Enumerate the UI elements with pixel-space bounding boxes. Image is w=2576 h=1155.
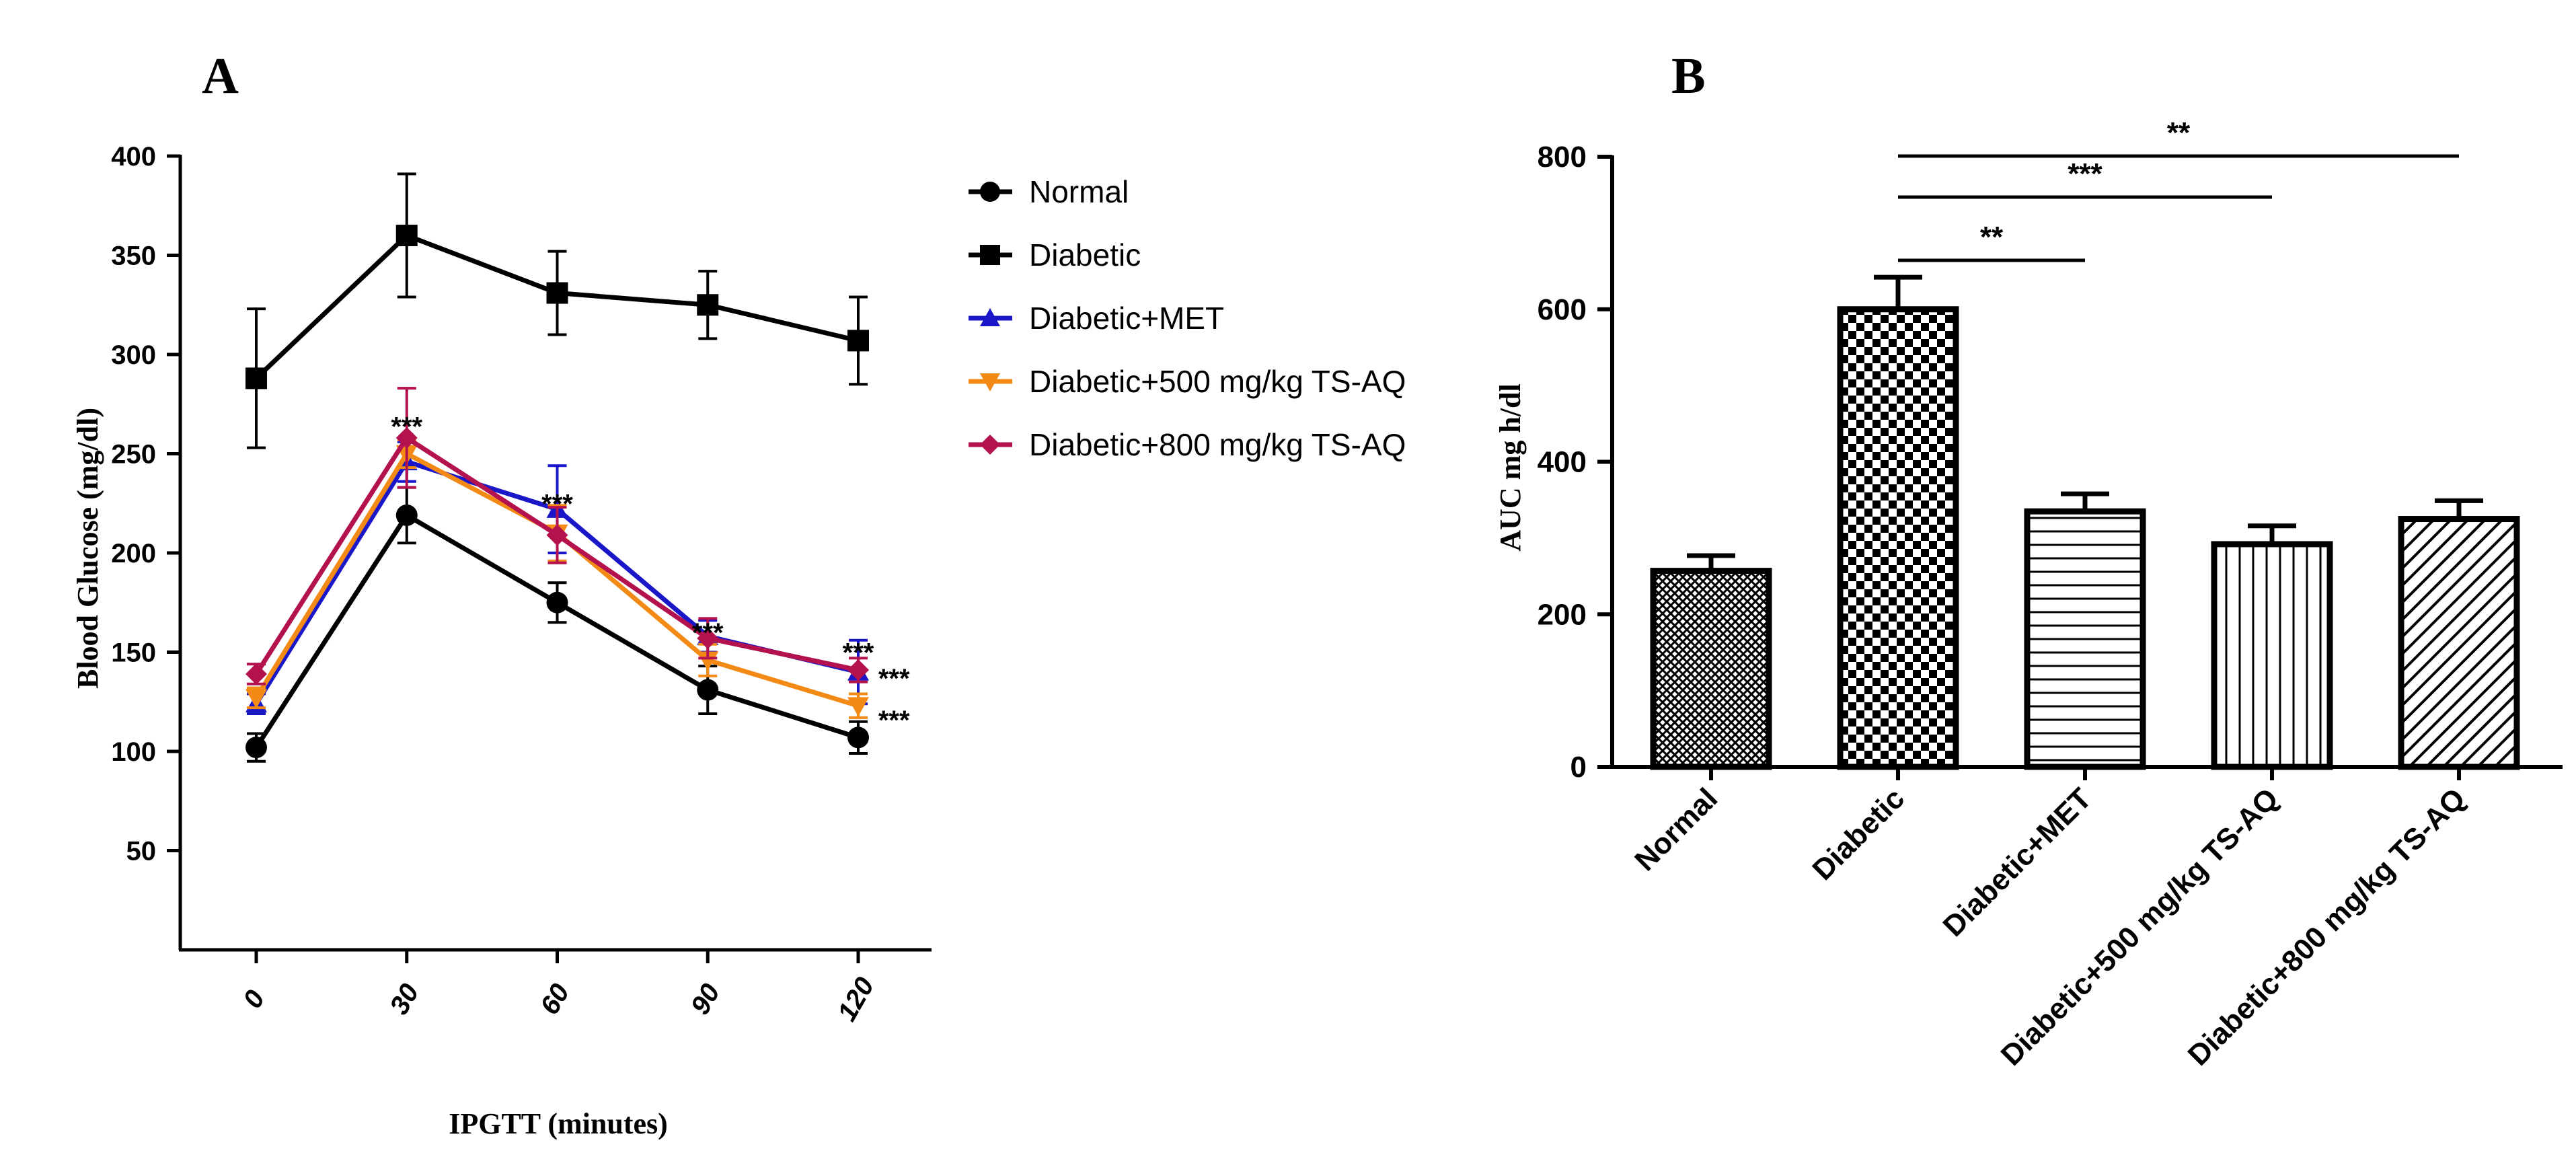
panel-a-data-point xyxy=(697,294,719,316)
panel-a-legend-item: Diabetic+800 mg/kg TS-AQ xyxy=(969,427,1406,462)
panel-b-significance-bracket: ** xyxy=(1898,116,2459,158)
panel-b-significance-label: ** xyxy=(1980,221,2004,254)
panel-b-y-axis-title: AUC mg h/dl xyxy=(1494,383,1527,551)
panel-a-data-point xyxy=(546,282,568,304)
panel-b-bar xyxy=(2211,541,2333,770)
panel-b-bar xyxy=(1837,306,1959,770)
panel-a-significance-label: *** xyxy=(541,489,573,519)
panel-a-legend-item: Diabetic xyxy=(969,237,1141,272)
panel-a-legend: Normal Diabetic Diabetic+MET Diabetic+500 m… xyxy=(969,174,1406,462)
panel-a-significance-label: *** xyxy=(878,664,910,694)
panel-b-y-tick-label: 0 xyxy=(1570,751,1587,784)
panel-a-data-point xyxy=(546,591,568,613)
panel-a-significance-label: *** xyxy=(878,706,910,735)
panel-a-series xyxy=(245,387,869,685)
panel-a-y-tick-label: 350 xyxy=(111,241,156,271)
panel-a-y-tick-label: 150 xyxy=(111,638,156,668)
panel-a-y-tick-label: 50 xyxy=(126,837,157,866)
panel-a-label: A xyxy=(202,48,239,104)
panel-a-x-tick-label: 120 xyxy=(832,973,880,1027)
panel-b-bar xyxy=(2024,508,2146,770)
panel-b-significance-label: ** xyxy=(2167,116,2191,149)
panel-b-bar-group: Normal xyxy=(1628,553,1772,877)
panel-a-legend-label: Diabetic xyxy=(1029,237,1141,272)
panel-a-data-point xyxy=(847,659,869,681)
panel-a-y-tick-label: 250 xyxy=(111,440,156,470)
panel-a-series xyxy=(245,440,869,715)
panel-a-data-point xyxy=(847,330,869,352)
panel-b-category-label: Diabetic+MET xyxy=(1937,782,2098,943)
panel-a-data-point xyxy=(395,504,418,526)
panel-a-legend-item: Diabetic+500 mg/kg TS-AQ xyxy=(969,364,1406,399)
panel-a-legend-marker xyxy=(980,308,1000,326)
panel-a-significance-label: *** xyxy=(843,638,874,668)
panel-b-significance-label: *** xyxy=(2068,157,2103,190)
panel-a-data-point xyxy=(697,627,719,649)
panel-a-legend-label: Diabetic+MET xyxy=(1029,301,1224,336)
panel-a-legend-label: Diabetic+800 mg/kg TS-AQ xyxy=(1029,427,1406,462)
panel-b-bar xyxy=(2398,516,2520,770)
panel-b-label: B xyxy=(1671,48,1706,104)
panel-a-legend-marker xyxy=(980,182,1000,202)
panel-a-y-tick-label: 400 xyxy=(111,142,156,172)
panel-a-x-tick-label: 60 xyxy=(535,979,575,1020)
panel-b-significance-bracket: *** xyxy=(1898,157,2272,199)
panel-a-data-point xyxy=(697,651,719,671)
panel-a-x-tick-label: 30 xyxy=(384,979,424,1020)
panel-a-significance-label: *** xyxy=(391,412,422,441)
panel-a-x-axis-title: IPGTT (minutes) xyxy=(449,1107,668,1140)
panel-a: A Blood Glucose (mg/dl) IPGTT (minutes) … xyxy=(71,48,1406,1140)
panel-a-y-tick-label: 300 xyxy=(111,340,156,370)
panel-b-y-tick-label: 400 xyxy=(1538,446,1587,479)
panel-a-significance-label: *** xyxy=(692,618,724,648)
panel-b-category-label: Normal xyxy=(1628,782,1724,877)
panel-b-bar-group: Diabetic+MET xyxy=(1937,491,2146,943)
panel-a-y-tick-label: 100 xyxy=(111,737,156,767)
panel-a-legend-marker xyxy=(980,245,1000,265)
panel-a-x-tick-label: 0 xyxy=(237,985,270,1013)
panel-a-y-tick-label: 200 xyxy=(111,539,156,568)
panel-a-series xyxy=(245,486,869,763)
panel-b-bar-group: Diabetic xyxy=(1806,274,1959,887)
panel-b-significance-bracket: ** xyxy=(1898,221,2085,262)
panel-b: B AUC mg h/dl 0 200 400 600 800 Normal Diabet… xyxy=(1494,48,2563,1072)
panel-a-data-point xyxy=(546,524,568,546)
panel-a-data-point xyxy=(245,737,267,759)
panel-a-data-point xyxy=(697,679,719,701)
panel-b-y-tick-label: 200 xyxy=(1538,598,1587,631)
panel-a-data-point xyxy=(847,697,869,717)
panel-b-category-label: Diabetic xyxy=(1806,782,1911,887)
panel-a-data-point xyxy=(245,367,267,389)
panel-b-y-tick-label: 800 xyxy=(1538,141,1587,174)
panel-a-y-axis-title: Blood Glucose (mg/dl) xyxy=(71,408,104,689)
panel-a-data-point xyxy=(847,726,869,749)
panel-a-legend-label: Diabetic+500 mg/kg TS-AQ xyxy=(1029,364,1406,399)
panel-a-data-point xyxy=(395,225,418,246)
panel-b-bar xyxy=(1650,568,1772,770)
panel-a-data-point xyxy=(395,426,418,449)
panel-a-legend-item: Diabetic+MET xyxy=(969,301,1224,336)
panel-a-legend-marker xyxy=(980,435,1000,455)
panel-a-legend-marker xyxy=(980,373,1000,392)
panel-a-legend-item: Normal xyxy=(969,174,1129,209)
panel-a-data-point xyxy=(245,663,267,685)
panel-a-legend-label: Normal xyxy=(1029,174,1129,209)
panel-a-series xyxy=(245,172,869,449)
panel-a-data-point xyxy=(245,689,267,709)
panel-b-y-tick-label: 600 xyxy=(1538,293,1587,326)
panel-a-x-tick-label: 90 xyxy=(685,979,726,1020)
